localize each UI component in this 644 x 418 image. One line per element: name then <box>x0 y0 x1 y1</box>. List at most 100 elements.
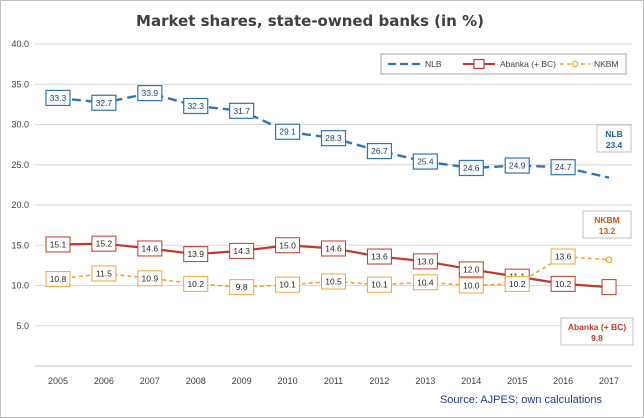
x-tick-label: 2008 <box>186 376 206 386</box>
x-tick-label: 2010 <box>278 376 298 386</box>
abanka-label-text: 13.9 <box>187 249 204 259</box>
legend-box <box>380 53 627 75</box>
nlb-end-label-box <box>596 124 632 153</box>
nlb-data-label: 24.6 <box>458 159 484 177</box>
y-tick-label: 25.0 <box>11 160 29 170</box>
abanka-label-text: 10.2 <box>555 279 572 289</box>
nlb-label-text: 33.3 <box>50 93 67 103</box>
nlb-label-text: 32.3 <box>187 101 204 111</box>
nlb-label-box <box>550 159 576 176</box>
x-tick-label: 2014 <box>461 376 481 386</box>
abanka-data-label: 13.0 <box>412 253 438 270</box>
abanka-data-label: 15.1 <box>45 236 71 253</box>
nlb-label-text: 26.7 <box>371 146 388 156</box>
legend-nkbm-label: NKBM <box>594 59 619 69</box>
nkbm-label-box <box>91 265 117 282</box>
nkbm-label-text: 10.4 <box>417 277 434 287</box>
abanka-label-text: 13.6 <box>371 252 388 262</box>
y-tick-label: 40.0 <box>11 39 29 49</box>
abanka-end-label-line: Abanka (+ BC) <box>568 322 626 332</box>
nlb-label-text: 24.9 <box>509 161 526 171</box>
nlb-label-box <box>320 130 347 147</box>
nkbm-label-box <box>412 274 438 291</box>
abanka-data-label: 10.2 <box>550 275 576 292</box>
nlb-label-box <box>274 123 301 140</box>
nlb-label-text: 24.7 <box>555 162 572 172</box>
nkbm-end-label-line: 13.2 <box>599 226 616 236</box>
nkbm-data-label: 10.1 <box>275 276 301 293</box>
nlb-label-text: 33.9 <box>142 88 159 98</box>
nkbm-data-label: 10.1 <box>366 276 392 293</box>
abanka-label-box <box>458 261 484 278</box>
y-tick-label: 20.0 <box>11 200 29 210</box>
x-tick-label: 2012 <box>369 376 389 386</box>
x-tick-label: 2013 <box>415 376 435 386</box>
nkbm-label-box <box>504 275 530 292</box>
nkbm-label-box <box>183 275 209 292</box>
abanka-end-label-line: 9.8 <box>591 333 603 343</box>
nkbm-label-box <box>366 276 392 293</box>
abanka-label-box <box>229 242 255 259</box>
abanka-data-label: 13.6 <box>366 248 392 265</box>
nlb-label-box <box>183 97 209 115</box>
abanka-end-marker <box>601 279 617 296</box>
y-tick-label: 5.0 <box>16 321 29 331</box>
nkbm-end-marker <box>605 256 613 264</box>
nlb-label-text: 25.4 <box>417 157 434 167</box>
nkbm-label-text: 10.2 <box>187 279 204 289</box>
abanka-label-text: 15.0 <box>279 240 296 250</box>
nlb-data-label: 26.7 <box>366 142 393 160</box>
abanka-data-label: 12.0 <box>458 261 484 278</box>
abanka-label-box <box>321 240 346 257</box>
abanka-label-text: 15.1 <box>50 239 67 249</box>
nkbm-data-label: 10.0 <box>458 277 484 294</box>
nkbm-label-box <box>550 248 576 265</box>
abanka-label-box <box>45 236 71 253</box>
nkbm-label-text: 11.5 <box>96 268 112 278</box>
nkbm-data-label: 10.2 <box>504 275 530 292</box>
abanka-label-box <box>550 275 576 292</box>
nkbm-label-box <box>321 273 346 290</box>
nkbm-end-label-line: NKBM <box>594 215 620 225</box>
nlb-label-box <box>458 159 484 177</box>
abanka-label-text: 14.6 <box>325 243 342 253</box>
nlb-label-text: 32.7 <box>96 98 113 108</box>
abanka-label-text: 14.6 <box>142 243 159 253</box>
nkbm-label-text: 10.2 <box>509 279 526 289</box>
y-tick-label: 30.0 <box>11 120 29 130</box>
nlb-data-label: 32.3 <box>183 97 209 115</box>
nlb-data-label: 29.1 <box>274 123 301 140</box>
x-tick-label: 2007 <box>140 376 160 386</box>
legend-nlb-label: NLB <box>425 59 442 69</box>
abanka-data-label: 15.0 <box>275 237 301 254</box>
nkbm-data-label: 10.9 <box>137 270 163 287</box>
nlb-data-label: 33.9 <box>137 85 163 102</box>
abanka-data-label: 13.9 <box>183 246 209 263</box>
x-tick-label: 2016 <box>553 376 573 386</box>
nkbm-label-box <box>458 277 484 294</box>
abanka-data-label: 14.6 <box>321 240 346 257</box>
nkbm-label-text: 13.6 <box>555 252 572 262</box>
abanka-data-label: 14.6 <box>137 240 163 257</box>
abanka-data-label: 15.2 <box>91 235 117 252</box>
nkbm-label-box <box>229 279 255 296</box>
nkbm-data-label: 13.6 <box>550 248 576 265</box>
nkbm-label-text: 9.8 <box>236 282 248 292</box>
y-axis-ticks: 40.0 35.0 30.0 25.0 20.0 15.0 10.0 5.0 <box>11 39 29 331</box>
nlb-label-text: 31.7 <box>233 106 250 116</box>
abanka-label-box <box>366 248 392 265</box>
nlb-label-box <box>412 153 438 170</box>
nkbm-data-label: 10.5 <box>321 273 346 290</box>
nkbm-data-label: 10.2 <box>183 275 209 292</box>
x-axis-ticks: 2005 2006 2007 2008 2009 2010 2011 2012 2013 2014… <box>48 376 619 386</box>
nlb-end-label-line: NLB <box>605 129 622 139</box>
abanka-label-text: 12.0 <box>463 264 480 274</box>
nlb-data-label: 31.7 <box>229 102 255 119</box>
abanka-label-text: 14.3 <box>233 246 250 256</box>
series-group <box>57 91 610 289</box>
x-tick-label: 2009 <box>232 376 252 386</box>
nkbm-end-label-box <box>582 210 632 239</box>
